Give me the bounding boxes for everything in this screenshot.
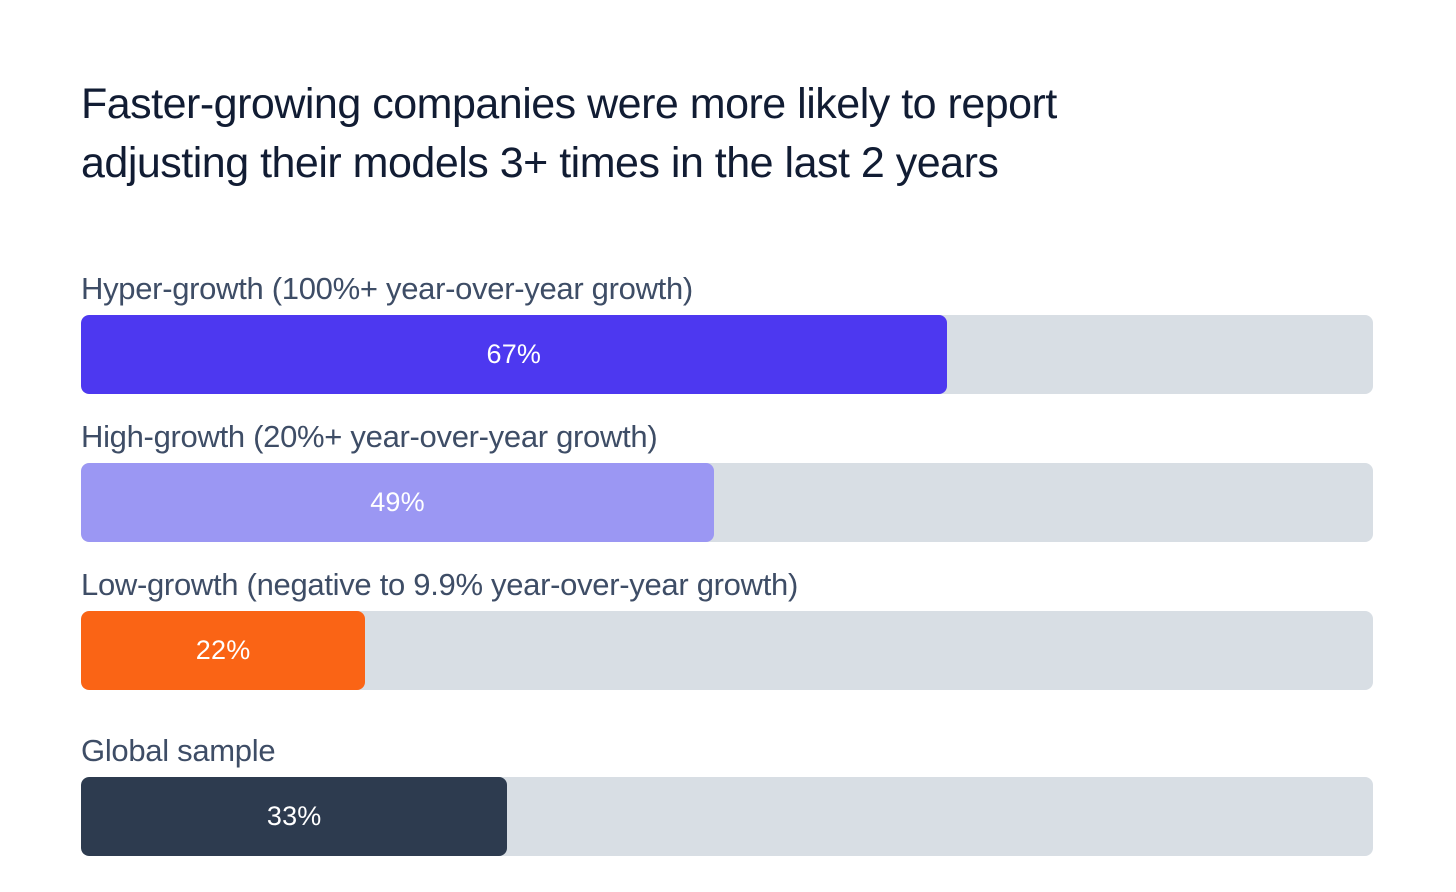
bar-label: Global sample (81, 733, 276, 769)
bar-value-label: 49% (370, 487, 425, 518)
bar-fill: 49% (81, 463, 715, 543)
bar-group-high-growth: High-growth (20%+ year-over-year growth)… (81, 418, 1374, 543)
bar-value-label: 22% (195, 635, 251, 666)
bar-fill: 67% (81, 314, 947, 394)
chart-title: Faster-growing companies were more likel… (81, 80, 1057, 188)
bar-label: Low-growth (negative to 9.9% year-over-y… (81, 567, 798, 603)
bar-track: 49% (81, 463, 1373, 543)
bar-fill: 33% (81, 777, 508, 857)
bar-fill: 22% (81, 611, 366, 691)
bar-label: Hyper-growth (100%+ year-over-year growt… (81, 270, 693, 306)
bar-track: 22% (81, 611, 1373, 691)
bar-label: High-growth (20%+ year-over-year growth) (81, 418, 658, 454)
bar-group-low-growth: Low-growth (negative to 9.9% year-over-y… (81, 566, 1374, 691)
bar-track: 67% (81, 314, 1373, 394)
bar-track: 33% (81, 777, 1373, 857)
bar-group-hyper-growth: Hyper-growth (100%+ year-over-year growt… (81, 270, 1374, 394)
bar-group-global-sample: Global sample 33% (81, 732, 1374, 857)
bar-value-label: 67% (486, 338, 542, 369)
bar-value-label: 33% (266, 801, 322, 832)
